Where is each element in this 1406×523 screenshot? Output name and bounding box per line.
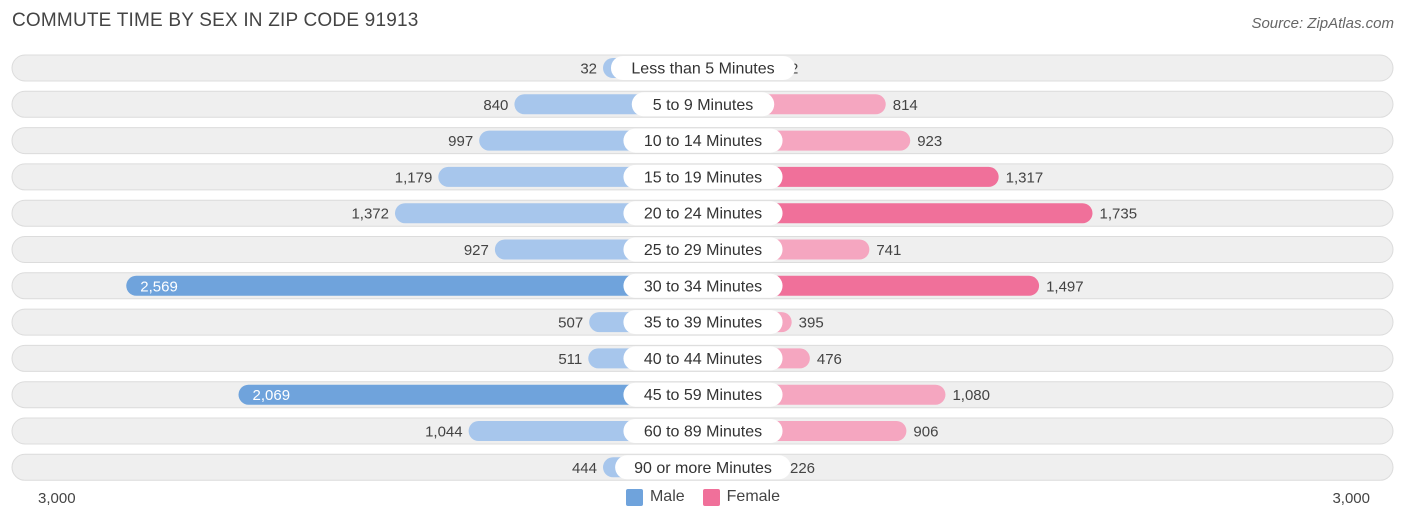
- value-label-male: 2,569: [140, 278, 178, 295]
- value-label-male: 927: [464, 242, 489, 259]
- category-label: 20 to 24 Minutes: [644, 206, 762, 223]
- category-label: 35 to 39 Minutes: [644, 315, 762, 332]
- category-label: 10 to 14 Minutes: [644, 133, 762, 150]
- category-pill: [623, 201, 783, 226]
- bar-female: [703, 275, 1040, 296]
- value-label-female: 1,317: [1006, 169, 1044, 186]
- category-label: 25 to 29 Minutes: [644, 242, 762, 259]
- category-label: 30 to 34 Minutes: [644, 278, 762, 295]
- category-pill: [610, 56, 796, 80]
- legend-label-male: Male: [649, 488, 685, 505]
- category-pill: [623, 273, 783, 298]
- bar-male: [126, 275, 703, 296]
- legend-item-female[interactable]: Female: [702, 488, 781, 506]
- category-label: 45 to 59 Minutes: [644, 387, 762, 404]
- value-label-male: 444: [572, 460, 597, 477]
- value-label-male: 1,372: [351, 206, 389, 223]
- category-label: 5 to 9 Minutes: [653, 97, 754, 114]
- value-label-male: 2,069: [253, 387, 291, 404]
- source-note: Source: ZipAtlas.com: [1251, 15, 1394, 32]
- legend-item-male[interactable]: Male: [625, 488, 685, 506]
- category-label: Less than 5 Minutes: [631, 61, 774, 78]
- axis-right-label: 3,000: [1332, 490, 1370, 507]
- value-label-male: 1,179: [395, 169, 433, 186]
- value-label-female: 741: [876, 242, 901, 259]
- category-pill: [623, 419, 783, 443]
- category-pill: [623, 310, 783, 335]
- value-label-male: 1,044: [425, 424, 463, 441]
- value-label-female: 226: [790, 460, 815, 477]
- legend: Male Female: [0, 488, 1406, 506]
- category-label: 60 to 89 Minutes: [644, 424, 762, 441]
- category-pill: [623, 164, 783, 189]
- category-pill: [631, 92, 775, 117]
- bar-female: [703, 203, 1093, 224]
- value-label-male: 997: [448, 133, 473, 150]
- value-label-male: 507: [558, 315, 583, 332]
- axis-left-label: 3,000: [38, 490, 76, 507]
- category-pill: [623, 382, 783, 407]
- value-label-female: 814: [893, 97, 918, 114]
- category-pill: [623, 237, 783, 262]
- value-label-female: 906: [913, 424, 938, 441]
- legend-label-female: Female: [726, 488, 781, 505]
- category-pill: [623, 128, 783, 153]
- value-label-male: 511: [558, 351, 582, 368]
- bar-male: [238, 384, 703, 405]
- value-label-female: 1,735: [1100, 206, 1138, 223]
- value-label-female: 1,080: [952, 387, 990, 404]
- value-label-female: 395: [799, 315, 824, 332]
- legend-swatch-female: [702, 488, 720, 506]
- value-label-female: 923: [917, 133, 942, 150]
- value-label-female: 476: [817, 351, 842, 368]
- chart-title: COMMUTE TIME BY SEX IN ZIP CODE 91913: [12, 10, 419, 31]
- category-pill: [623, 346, 783, 371]
- category-label: 40 to 44 Minutes: [644, 351, 762, 368]
- value-label-female: 1,497: [1046, 278, 1084, 295]
- value-label-male: 32: [580, 61, 597, 78]
- legend-swatch-male: [625, 488, 643, 506]
- category-label: 15 to 19 Minutes: [644, 169, 762, 186]
- category-label: 90 or more Minutes: [634, 460, 772, 477]
- category-pill: [615, 455, 791, 480]
- value-label-male: 840: [483, 97, 508, 114]
